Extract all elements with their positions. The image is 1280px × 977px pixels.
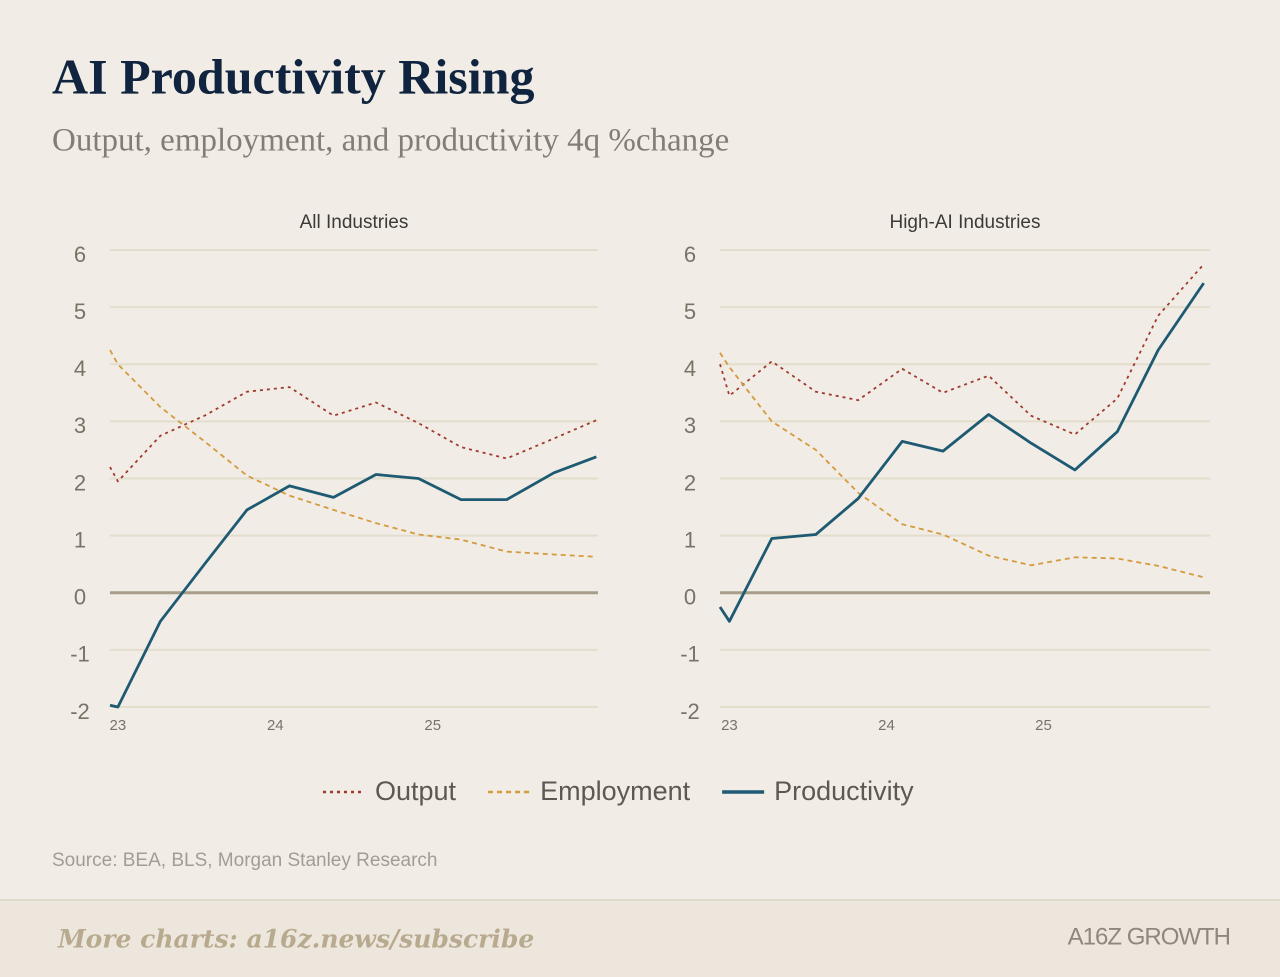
y-tick-label: -1 bbox=[70, 642, 90, 667]
x-tick-label: 25 bbox=[424, 717, 441, 734]
legend-label: Employment bbox=[540, 776, 691, 806]
y-tick-label: 6 bbox=[74, 242, 86, 267]
y-tick-label: 5 bbox=[74, 299, 86, 324]
y-tick-label: 0 bbox=[684, 585, 696, 610]
y-tick-label: 5 bbox=[684, 299, 696, 324]
x-tick-label: 25 bbox=[1035, 717, 1052, 734]
legend-label: Output bbox=[375, 776, 457, 806]
footer-link: More charts: a16z.news/subscribe bbox=[57, 925, 534, 954]
y-tick-label: 3 bbox=[684, 413, 696, 438]
footer-band bbox=[0, 900, 1280, 977]
y-tick-label: -1 bbox=[680, 642, 700, 667]
legend-label: Productivity bbox=[774, 776, 914, 806]
series-line bbox=[718, 282, 1205, 623]
panel-title: All Industries bbox=[300, 212, 409, 233]
panel-title: High-AI Industries bbox=[889, 212, 1040, 233]
y-tick-label: 1 bbox=[684, 527, 696, 552]
y-tick-label: 3 bbox=[74, 413, 86, 438]
logo: A16Z GROWTH bbox=[1068, 923, 1230, 950]
series-line bbox=[109, 386, 597, 483]
x-tick-label: 23 bbox=[110, 717, 127, 734]
page-subtitle: Output, employment, and productivity 4q … bbox=[52, 123, 729, 159]
series-line bbox=[109, 455, 597, 709]
y-tick-label: 0 bbox=[74, 585, 86, 610]
y-tick-label: 2 bbox=[74, 470, 86, 495]
page-title: AI Productivity Rising bbox=[52, 48, 534, 104]
y-tick-label: 4 bbox=[684, 356, 696, 381]
y-tick-label: 1 bbox=[74, 527, 86, 552]
series-line bbox=[109, 349, 597, 558]
x-tick-label: 23 bbox=[721, 717, 738, 734]
x-tick-label: 24 bbox=[267, 717, 284, 734]
y-tick-label: -2 bbox=[680, 699, 700, 724]
x-tick-label: 24 bbox=[878, 717, 895, 734]
y-tick-label: 2 bbox=[684, 470, 696, 495]
y-tick-label: -2 bbox=[70, 699, 90, 724]
y-tick-label: 4 bbox=[74, 356, 86, 381]
y-tick-label: 6 bbox=[684, 242, 696, 267]
source: Source: BEA, BLS, Morgan Stanley Researc… bbox=[52, 850, 437, 871]
